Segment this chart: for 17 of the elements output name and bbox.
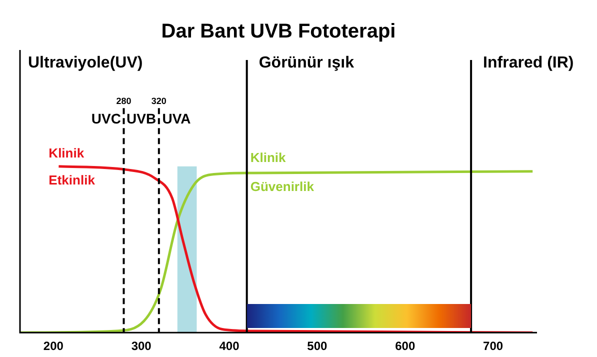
ref-line-label: Görünür ışık — [258, 54, 354, 72]
x-tick-label: 300 — [131, 339, 152, 354]
text: UVB — [126, 110, 156, 127]
x-tick-label: 600 — [395, 339, 416, 354]
series-label: Klinik Etkinlik — [48, 145, 96, 188]
text: Ultraviyole(UV) — [28, 54, 143, 72]
text: UVA — [162, 110, 191, 127]
ref-line-label: Infrared (IR) — [483, 54, 574, 72]
ref-line-label: 280 — [116, 96, 132, 106]
x-tick-label: 500 — [307, 339, 328, 354]
ref-line-label: 320 — [151, 96, 166, 106]
x-tick-label: 400 — [219, 339, 240, 354]
chart-title: Dar Bant UVB Fototerapi — [161, 20, 396, 43]
series-label: Klinik Güvenirlik — [250, 150, 315, 194]
x-tick-label: 200 — [43, 339, 64, 354]
text: UVC — [91, 110, 121, 127]
x-tick-label: 700 — [483, 339, 504, 354]
